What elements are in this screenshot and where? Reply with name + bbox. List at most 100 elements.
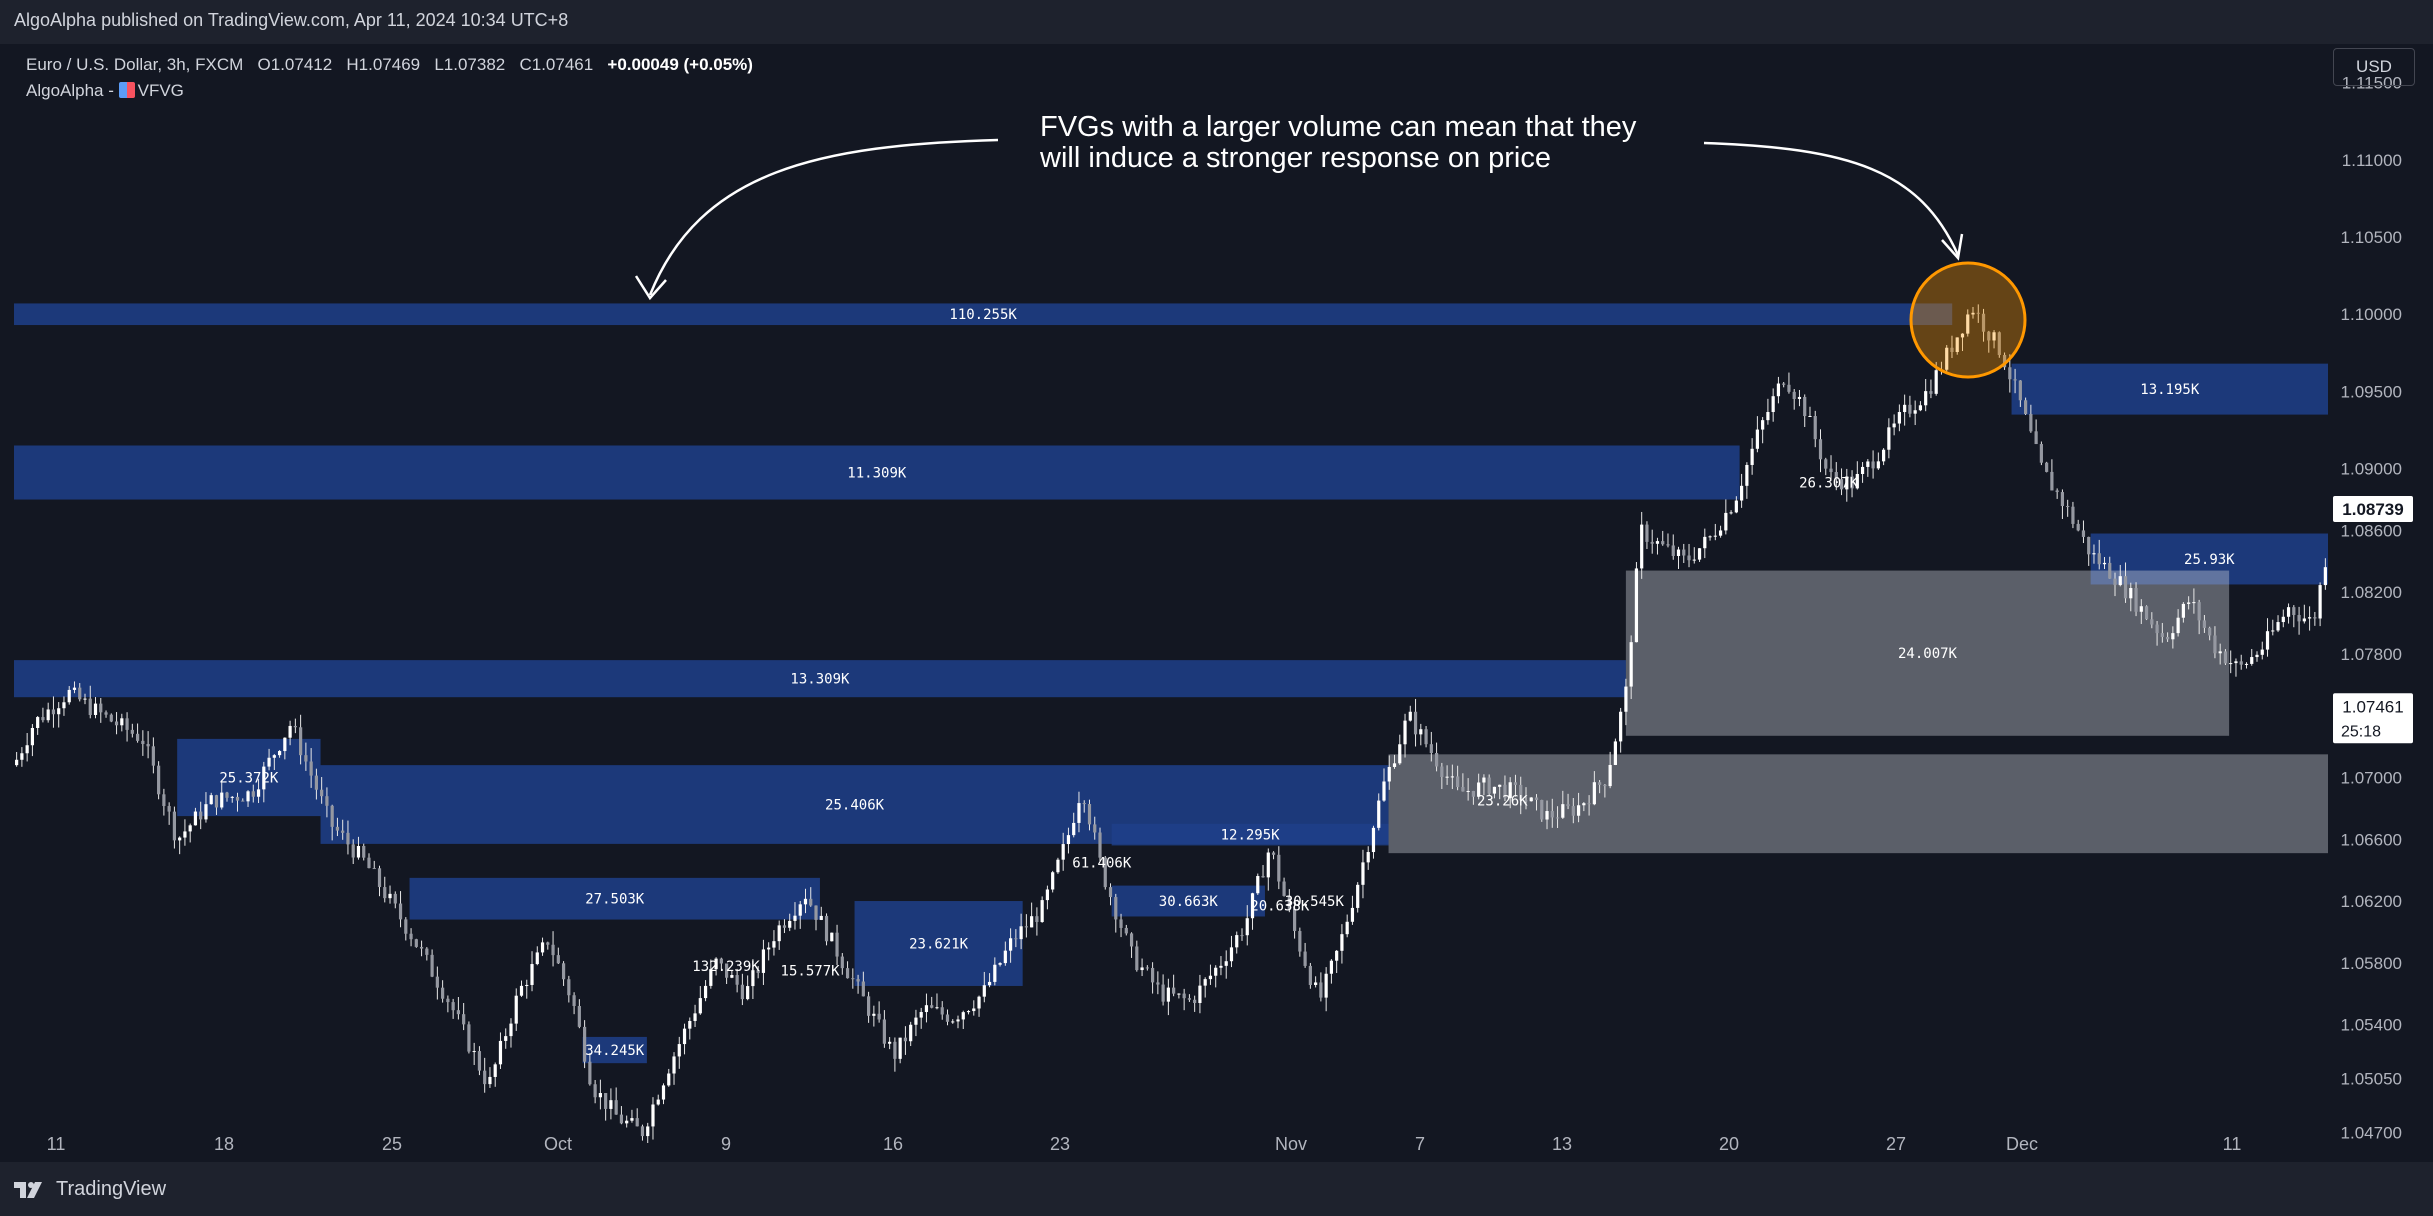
candle [2297, 606, 2301, 635]
candle-body [367, 857, 371, 869]
currency-button[interactable]: USD [2333, 48, 2415, 86]
candle-body [2102, 562, 2107, 565]
candle-body [951, 1021, 955, 1023]
candle-body [1361, 862, 1365, 885]
symbol-row[interactable]: Euro / U.S. Dollar, 3h, FXCM O1.07412 H1… [26, 52, 753, 78]
candle [640, 1124, 645, 1141]
candle [1340, 924, 1344, 964]
candle-body [803, 898, 808, 905]
candle-body [1818, 439, 1823, 460]
candle [1855, 461, 1859, 490]
candle [1519, 776, 1523, 815]
candle [1771, 388, 1775, 422]
candle [1976, 304, 1980, 323]
candle [956, 1015, 960, 1029]
candle-body [419, 946, 424, 949]
candle [441, 980, 445, 1003]
candle-body [882, 1019, 886, 1044]
time-axis[interactable]: 11 18 25 Oct 9 16 23 Nov 7 13 20 27 Dec 11 [47, 1134, 2242, 1154]
candle-body [1987, 331, 1991, 341]
candle [1692, 547, 1696, 564]
candle-body [2229, 663, 2233, 665]
candle [1803, 394, 1807, 427]
candle [1114, 893, 1118, 933]
tradingview-logo[interactable]: TradingView [14, 1178, 166, 1201]
candle-body [1350, 907, 1355, 922]
candle-body [1303, 951, 1307, 966]
top-bar: AlgoAlpha published on TradingView.com, … [0, 0, 2433, 44]
candle [351, 839, 355, 865]
candle [1235, 931, 1239, 954]
candle [1051, 870, 1055, 893]
candle-body [551, 944, 555, 956]
candle-body [335, 826, 340, 831]
candle [2187, 596, 2191, 610]
candle-body [356, 845, 361, 858]
fvg-zone-0 [14, 303, 1953, 326]
candle-body [1203, 979, 1207, 986]
candle [1671, 534, 1675, 560]
symbol-name[interactable]: Euro / U.S. Dollar, 3h, FXCM [26, 55, 244, 74]
price-tick-label: 1.04700 [2341, 1124, 2402, 1143]
candle [1030, 902, 1034, 928]
candle [2271, 619, 2275, 636]
fvg-volume-label: 26.307K [1799, 476, 1859, 492]
candle [20, 747, 24, 767]
candle [551, 931, 555, 967]
candle [1413, 698, 1418, 747]
candle [1640, 511, 1644, 579]
candle [1466, 778, 1470, 801]
candle [325, 787, 329, 818]
open-value: 1.07412 [270, 55, 333, 74]
candle [2318, 582, 2322, 627]
candle [1298, 927, 1302, 957]
candle-body [1292, 908, 1297, 932]
candle [1208, 964, 1213, 985]
price-tick-label: 1.10500 [2341, 228, 2402, 247]
candle-body [2039, 444, 2043, 463]
candle [1655, 537, 1660, 555]
fvg-zone-6 [582, 1036, 647, 1064]
candle-body [824, 915, 829, 942]
time-tick-label: 18 [214, 1134, 234, 1154]
candle-body [1193, 999, 1197, 1004]
candle [1619, 707, 1623, 753]
candle-body [1503, 784, 1507, 799]
highlight-circle-shape [1909, 261, 2027, 379]
candle [2307, 606, 2312, 631]
candle-body [1692, 559, 1696, 561]
candle [1166, 978, 1170, 1016]
candle [793, 902, 797, 930]
candle-body [1124, 927, 1128, 934]
candle-body [141, 740, 145, 744]
candle [1098, 827, 1102, 862]
candle [609, 1088, 613, 1120]
candle-body [41, 717, 45, 721]
candle [1724, 499, 1728, 535]
candle [1377, 793, 1381, 831]
candle-body [1482, 777, 1486, 783]
candle-body [588, 1061, 592, 1085]
candle-body [2313, 617, 2317, 619]
candle-body [572, 995, 576, 1007]
price-axis[interactable]: 1.11500 1.11000 1.10500 1.10000 1.09500 1.090… [2333, 74, 2413, 1143]
candle [2160, 622, 2164, 643]
candle-body [2250, 657, 2254, 664]
highlight-circle [1909, 261, 2027, 379]
candle-body [751, 970, 755, 987]
candle-body [1261, 876, 1265, 878]
candle [356, 836, 361, 860]
candle-body [2066, 506, 2070, 508]
candle-body [1903, 404, 1907, 413]
candle-body [1235, 935, 1239, 948]
indicator-row[interactable]: AlgoAlpha - VFVG [26, 78, 753, 104]
candle [703, 980, 708, 1002]
indicator-name[interactable]: VFVG [137, 81, 184, 100]
price-tick-label: 1.05400 [2341, 1016, 2402, 1035]
candle-body [1187, 998, 1192, 1000]
candle [1156, 971, 1160, 995]
candle [293, 718, 297, 734]
candle-body [1697, 548, 1702, 560]
candle-body [262, 766, 266, 790]
